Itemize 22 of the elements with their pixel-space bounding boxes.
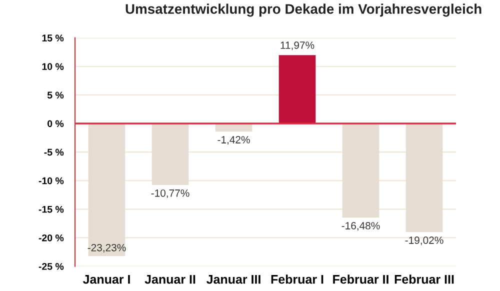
y-tick-label: 0 % bbox=[48, 120, 64, 128]
y-tick-label: 10 % bbox=[42, 63, 64, 70]
x-tick-label: Januar III bbox=[206, 275, 260, 284]
x-tick-label: Februar III bbox=[394, 274, 454, 284]
y-tick-label: 5 % bbox=[47, 92, 64, 99]
y-tick-label: -15 % bbox=[38, 206, 64, 213]
x-tick-label: Februar I bbox=[271, 274, 324, 284]
data-label: -10,77% bbox=[151, 189, 190, 198]
x-tick-label: Februar II bbox=[333, 274, 388, 284]
y-tick-label: -5 % bbox=[44, 148, 64, 156]
x-tick-label: Januar II bbox=[144, 275, 196, 284]
chart-title: Umsatzentwicklung pro Dekade im Vorjahresvergleich bbox=[126, 4, 482, 17]
data-label: -16,48% bbox=[342, 222, 380, 231]
x-tick-label: Januar I bbox=[82, 275, 130, 284]
data-label: -19,02% bbox=[405, 236, 444, 246]
data-label: -23,23% bbox=[88, 244, 126, 253]
y-tick-label: -25 % bbox=[38, 263, 64, 270]
y-tick-label: -10 % bbox=[38, 177, 64, 184]
y-tick-label: 15 % bbox=[42, 34, 64, 42]
data-label: 11,97% bbox=[280, 42, 314, 50]
data-label: -1,42% bbox=[218, 136, 250, 145]
y-tick-label: -20 % bbox=[38, 234, 64, 242]
